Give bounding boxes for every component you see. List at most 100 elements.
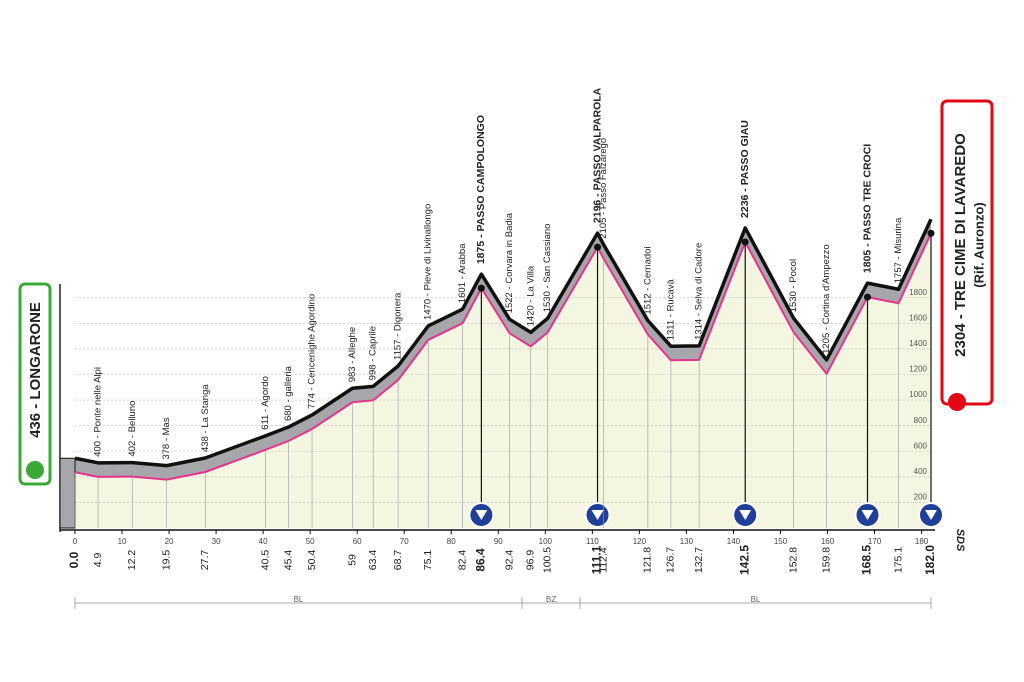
summit-label: 1875 - PASSO CAMPOLONGO xyxy=(475,115,487,264)
x-tick-label: 20 xyxy=(165,537,174,546)
km-label: 63.4 xyxy=(367,550,379,571)
x-tick-label: 110 xyxy=(586,537,599,546)
x-tick-label: 10 xyxy=(118,537,127,546)
km-label: 59 xyxy=(346,554,358,566)
waypoint-label: 402 - Belluno xyxy=(127,401,138,457)
waypoint-label: 680 - galleria xyxy=(283,365,294,421)
waypoint-label: 1530 - San Cassiano xyxy=(542,224,553,313)
km-label-summit: 168.5 xyxy=(860,545,874,575)
region-label: BZ xyxy=(546,595,556,604)
summit-label: 2196 - PASSO VALPAROLA xyxy=(591,87,603,223)
finish-icon xyxy=(948,393,966,411)
km-label-summit: 86.4 xyxy=(474,548,488,572)
waypoint-label: 998 - Caprile xyxy=(368,326,379,380)
waypoint-label: 1311 - Rucavà xyxy=(665,279,676,341)
summit-point xyxy=(741,238,749,246)
km-label: 132.7 xyxy=(693,547,705,573)
waypoint-label: 1601 - Arabba xyxy=(457,243,468,303)
x-tick-label: 160 xyxy=(821,537,835,546)
y-tick-label: 1600 xyxy=(909,313,927,322)
start-icon xyxy=(26,461,44,479)
x-tick-label: 40 xyxy=(259,537,268,546)
x-tick-label: 120 xyxy=(633,537,647,546)
region-label: BL xyxy=(294,595,304,604)
y-tick-label: 200 xyxy=(914,493,928,502)
start-block xyxy=(59,457,76,529)
y-tick-label: 600 xyxy=(914,441,928,450)
waypoint-label: 1470 - Pieve di Livinallongo xyxy=(423,204,434,320)
finish-sublabel: (Rif. Auronzo) xyxy=(971,202,986,287)
km-label: 92.4 xyxy=(503,550,515,571)
x-tick-label: 100 xyxy=(539,537,553,546)
summit-point xyxy=(594,243,602,251)
waypoint-label: 983 - Alleghe xyxy=(347,327,358,382)
summit-label: 2236 - PASSO GIAU xyxy=(739,120,751,218)
y-tick-label: 400 xyxy=(914,467,928,476)
km-label-summit: 111.1 xyxy=(590,545,604,574)
finish-box xyxy=(940,99,994,406)
x-tick-label: 90 xyxy=(494,537,503,546)
waypoint-label: 774 - Cencenighe Agordino xyxy=(307,294,318,409)
profile-area xyxy=(75,233,931,528)
waypoint-label: 1522 - Corvara in Badia xyxy=(504,212,515,313)
x-tick-label: 60 xyxy=(353,537,362,546)
profile-top xyxy=(74,218,933,468)
x-tick-label: 170 xyxy=(868,537,882,546)
km-label-summit: 182.0 xyxy=(923,545,937,575)
x-tick-label: 140 xyxy=(727,537,741,546)
km-label: 75.1 xyxy=(422,550,434,571)
summit-label: 1805 - PASSO TRE CROCI xyxy=(861,144,873,273)
km-label: 12.2 xyxy=(126,550,138,571)
km-label: 152.8 xyxy=(787,547,799,573)
profile-line xyxy=(74,232,932,481)
y-tick-label: 800 xyxy=(914,416,928,425)
x-tick-label: 0 xyxy=(73,537,78,546)
waypoint-label: 378 - Mas xyxy=(161,417,172,459)
km-label: 175.1 xyxy=(892,547,904,573)
waypoint-label: 2105 - Passo Falzarego xyxy=(598,138,609,239)
km-label: 82.4 xyxy=(456,550,468,571)
climb-marker-arrow xyxy=(591,510,604,520)
km-label: 4.9 xyxy=(92,553,104,568)
waypoint-label: 400 - Ponte nelle Alpi xyxy=(93,367,104,457)
y-tick-label: 1000 xyxy=(909,390,927,399)
waypoint-label: 1157 - Digonera xyxy=(393,292,404,360)
km-label: 0.0 xyxy=(67,551,81,568)
waypoint-label: 1757 - Misurina xyxy=(893,217,904,283)
km-label: 40.5 xyxy=(259,550,271,571)
summit-point xyxy=(477,284,485,292)
waypoint-label: 438 - La Stanga xyxy=(200,384,211,452)
x-tick-label: 30 xyxy=(212,537,221,546)
km-label: 112.4 xyxy=(597,547,609,573)
x-tick-label: 70 xyxy=(400,537,409,546)
region-label: BL xyxy=(751,595,761,604)
summit-point xyxy=(927,229,935,237)
summit-point xyxy=(864,293,872,301)
km-label: 45.4 xyxy=(282,550,294,571)
start-box xyxy=(18,282,52,486)
km-label-summit: 142.5 xyxy=(737,545,751,575)
waypoint-label: 1205 - Cortina d'Ampezzo xyxy=(821,244,832,354)
waypoint-label: 1512 - Cernadoi xyxy=(642,246,653,314)
km-label: 50.4 xyxy=(306,550,318,571)
credit: SDS xyxy=(954,529,966,552)
x-tick-label: 80 xyxy=(447,537,456,546)
km-label: 126.7 xyxy=(665,547,677,573)
km-label: 19.5 xyxy=(160,550,172,571)
climb-marker-arrow xyxy=(861,510,874,520)
km-label: 27.7 xyxy=(199,550,211,571)
y-tick-label: 1400 xyxy=(909,339,927,348)
x-tick-label: 180 xyxy=(915,537,929,546)
waypoint-label: 1530 - Pocol xyxy=(788,259,799,312)
waypoint-label: 1420 - La Villa xyxy=(525,265,536,326)
km-label: 100.5 xyxy=(541,547,553,573)
x-tick-label: 50 xyxy=(306,537,315,546)
km-label: 96.9 xyxy=(525,550,537,571)
x-tick-label: 130 xyxy=(680,537,694,546)
x-tick-label: 150 xyxy=(774,537,788,546)
climb-marker-arrow xyxy=(475,510,488,520)
waypoint-label: 1314 - Selva di Cadore xyxy=(694,243,705,340)
km-label: 121.8 xyxy=(642,547,654,573)
start-label: 436 - LONGARONE xyxy=(27,302,44,438)
